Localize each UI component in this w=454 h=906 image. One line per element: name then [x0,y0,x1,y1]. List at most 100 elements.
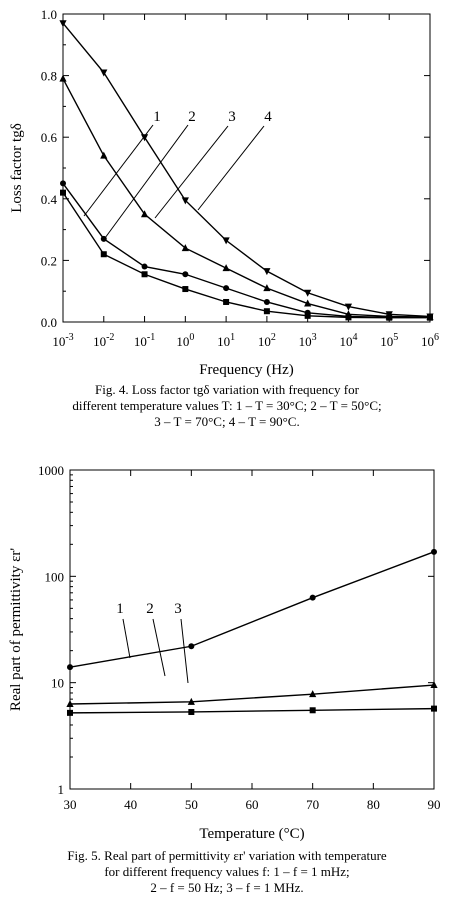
chart2-series-2-point [430,681,438,689]
chart1-series-2-point [263,298,270,305]
chart1-series-4-point [263,268,271,276]
chart1-series-label: 3 [228,109,236,125]
chart1-y-tick-label: 0.0 [41,315,57,330]
chart1-y-tick-label: 0.2 [41,253,57,268]
chart2-series-label: 1 [116,601,124,617]
chart1-series-1-point [223,298,230,305]
chart2-series-3-point [309,707,316,714]
chart2-series-3-point [67,709,73,716]
chart1-series-2-point [223,285,230,292]
chart1-series-4-point [100,69,108,77]
chart1-series-label: 2 [188,109,196,125]
chart2-y-tick-label: 1000 [38,463,64,478]
chart2-series-2-point [309,690,317,698]
chart1-leader-line [104,124,189,239]
chart1-x-tick-label: 105 [380,332,398,349]
chart1-series-4-line [62,22,431,318]
chart1-leader-line [197,125,265,211]
chart1-series-2-point [304,309,311,316]
chart2-x-axis-label: Temperature (°C) [199,826,304,842]
chart1-series-3-point [140,210,149,218]
chart1-series-2-line [62,182,430,319]
chart1-series-3-point [100,151,108,159]
chart1-x-tick-label: 10-3 [52,332,73,349]
chart2-x-tick-label: 50 [185,797,198,812]
chart2-x-tick-label: 90 [428,797,441,812]
chart2-x-tick-label: 30 [64,797,77,812]
chart1-series-4-point [344,303,353,311]
chart2-series-3-point [431,705,437,712]
chart1-series-1-point [304,312,311,319]
chart1-series-4-point [385,311,393,319]
chart2-series-2-line [69,684,435,705]
chart2-leader-line [122,618,131,659]
chart1-x-tick-label: 101 [217,332,235,349]
chart1-series-2-point [141,263,148,270]
chart2-series-1-point [309,594,316,601]
chart2-series-label: 2 [146,601,154,617]
chart1-series-4-point [426,313,434,321]
chart2-series-1-point [431,548,437,555]
figure-5-caption: Fig. 5. Real part of permittivity εr' va… [0,848,454,896]
chart1-series-1-point [60,189,66,196]
chart1-y-tick-label: 0.4 [41,192,58,207]
chart1-y-tick-label: 0.8 [41,69,57,84]
chart1-x-tick-label: 106 [421,332,439,349]
chart1-y-tick-label: 1.0 [41,7,57,22]
chart1-x-tick-label: 104 [339,332,357,349]
figure-5-caption-text: Fig. 5. Real part of permittivity εr' va… [67,848,387,895]
chart1-series-3-point [181,244,189,252]
chart1-leader-line [83,124,154,217]
chart2-leader-line [152,618,166,677]
chart2-series-1-line [69,551,435,668]
figure-4-caption: Fig. 4. Loss factor tgδ variation with f… [0,382,454,430]
chart1-y-axis-label: Loss factor tgδ [9,123,25,213]
chart2-series-3-line [69,707,435,714]
chart1-series-3-point [304,299,312,307]
chart1-series-1-point [100,251,107,258]
chart2-series-2-point [66,700,74,708]
chart1-series-3-point [59,74,67,82]
chart2-leader-line [180,618,189,684]
chart1-leader-line [154,125,229,219]
chart1-x-tick-label: 10-2 [93,332,114,349]
chart1-x-tick-label: 102 [258,332,276,349]
chart2-series-label: 3 [174,601,182,617]
chart1-x-axis-label: Frequency (Hz) [199,362,294,378]
chart2-x-tick-label: 80 [367,797,380,812]
chart1-series-3-point [263,284,271,292]
chart2-series-3-point [188,708,195,715]
chart1-series-3-point [344,310,353,318]
figure-4-caption-text: Fig. 4. Loss factor tgδ variation with f… [72,382,382,429]
chart1-series-3-point [222,264,230,272]
chart2-series-1-point [67,664,73,671]
chart1-series-4-point [181,197,189,205]
chart1-y-tick-label: 0.6 [41,130,58,145]
chart1-series-4-point [140,134,149,142]
chart2-x-tick-label: 60 [246,797,259,812]
chart2-x-tick-label: 40 [124,797,137,812]
chart1-series-4-point [222,237,230,245]
chart1-x-tick-label: 10-1 [134,332,155,349]
chart1-x-tick-label: 103 [299,332,317,349]
chart1-plot-frame [62,13,431,323]
chart1-series-2-point [182,271,189,278]
chart1-series-4-point [304,289,312,297]
chart1-series-label: 1 [153,109,161,125]
chart1-series-1-point [141,271,148,278]
chart1-series-3-line [62,78,431,318]
chart1-series-label: 4 [264,109,272,125]
chart1-series-1-point [182,286,189,293]
chart2-y-tick-label: 10 [51,676,64,691]
chart2-y-axis-label: Real part of permittivity εr' [8,548,24,711]
chart2-y-tick-label: 100 [45,569,65,584]
chart1-x-tick-label: 100 [176,332,194,349]
chart1-series-1-point [263,308,270,315]
chart2-x-tick-label: 70 [306,797,319,812]
chart2-series-1-point [188,643,195,650]
chart1-series-2-point [60,180,66,187]
chart1-series-4-point [59,20,67,28]
chart2-y-tick-label: 1 [58,782,65,797]
chart2-series-2-point [187,697,195,705]
